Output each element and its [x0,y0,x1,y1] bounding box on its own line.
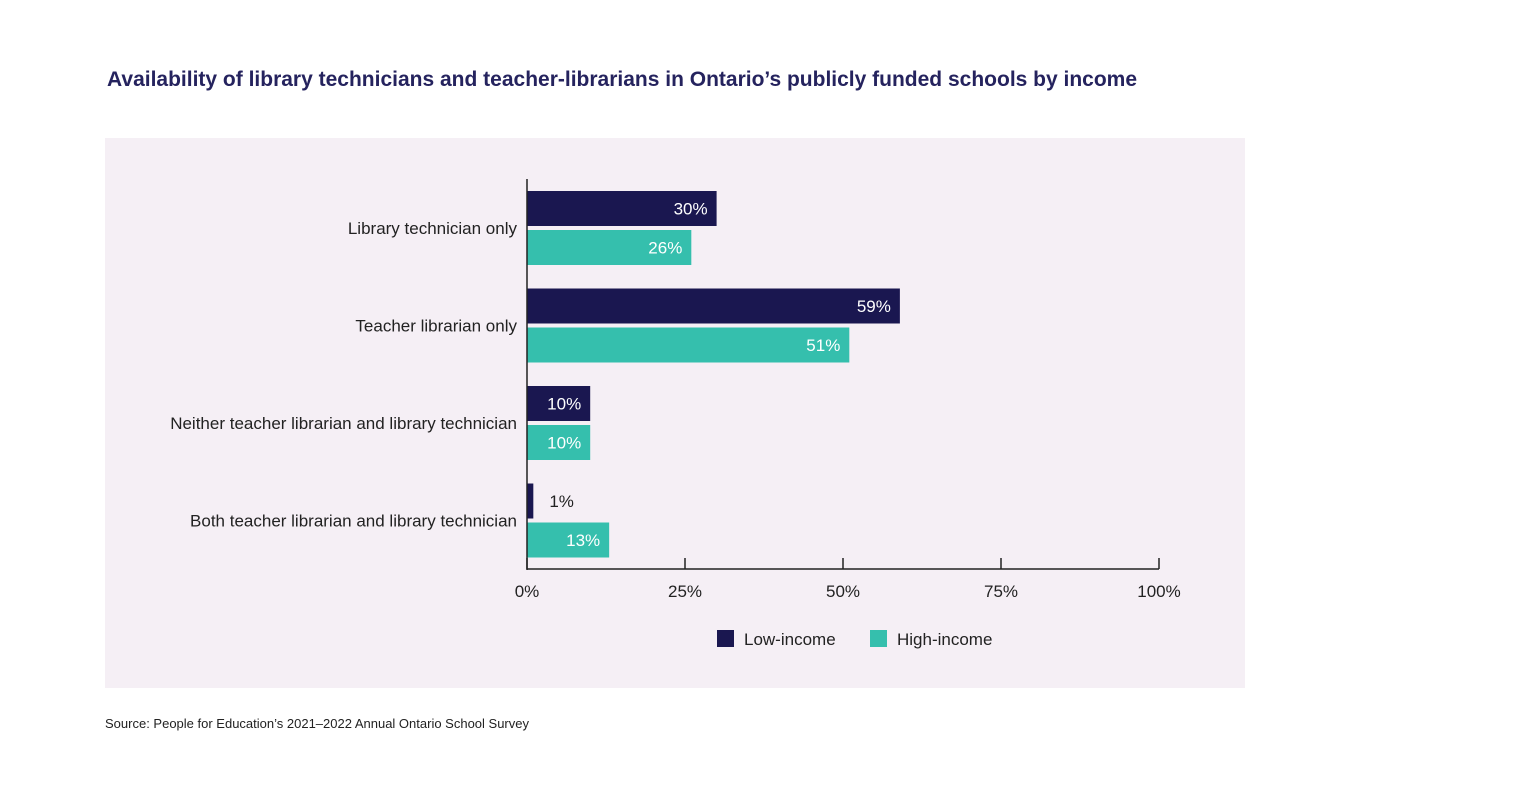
legend-label: High-income [897,630,992,649]
data-label: 59% [857,297,891,316]
data-label: 30% [674,200,708,219]
x-tick-label: 75% [984,582,1018,601]
x-tick-label: 0% [515,582,540,601]
data-label: 10% [547,434,581,453]
bar-low-income [527,386,591,421]
data-label: 51% [806,336,840,355]
data-label: 26% [648,239,682,258]
x-tick-label: 100% [1137,582,1180,601]
bar-high-income [527,522,610,558]
data-label: 13% [566,531,600,550]
bar-high-income [527,230,692,265]
data-label: 1% [549,492,574,511]
bar-low-income [527,191,717,226]
source-note: Source: People for Education’s 2021–2022… [105,716,529,731]
legend-label: Low-income [744,630,836,649]
data-label: 10% [547,395,581,414]
x-tick-label: 25% [668,582,702,601]
bar-high-income [527,425,591,460]
category-label: Neither teacher librarian and library te… [170,414,517,433]
bar-high-income [527,327,850,363]
chart-title: Availability of library technicians and … [107,68,1138,91]
legend-swatch-high-income [870,630,887,647]
category-label: Teacher librarian only [355,317,517,336]
bar-low-income [527,288,900,324]
legend-swatch-low-income [717,630,734,647]
category-label: Both teacher librarian and library techn… [190,512,517,531]
bar-low-income [527,483,534,519]
x-tick-label: 50% [826,582,860,601]
chart-panel [105,138,1245,688]
category-label: Library technician only [348,219,518,238]
